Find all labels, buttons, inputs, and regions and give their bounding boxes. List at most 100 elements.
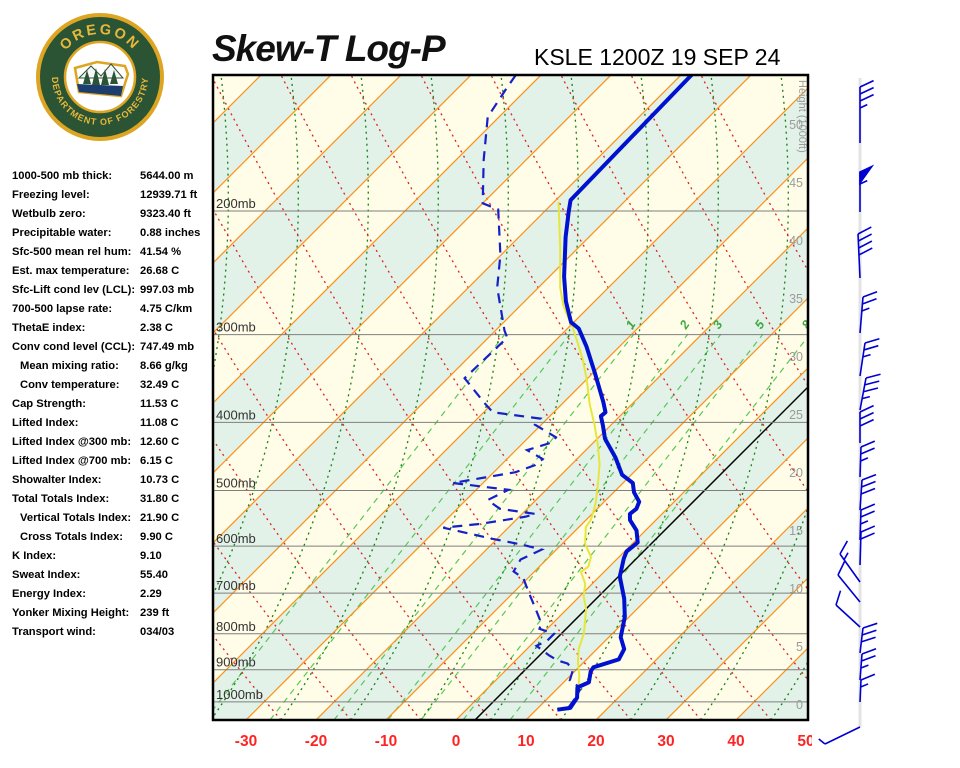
index-value: 034/03 (140, 625, 175, 638)
index-value: 2.38 C (140, 321, 173, 334)
index-value: 4.75 C/km (140, 302, 193, 315)
index-label: Conv cond level (CCL): (12, 340, 136, 353)
index-value: 5644.00 m (140, 169, 194, 182)
wind-barb (859, 440, 876, 478)
svg-text:600mb: 600mb (216, 531, 256, 546)
index-label: Mean mixing ratio: (20, 359, 119, 372)
index-value: 6.15 C (140, 454, 173, 467)
index-label: ThetaE index: (12, 321, 86, 334)
index-label: Cross Totals Index: (20, 530, 123, 543)
svg-text:400mb: 400mb (216, 407, 256, 422)
svg-text:30: 30 (657, 733, 674, 750)
svg-text:20: 20 (587, 733, 604, 750)
svg-text:10: 10 (789, 582, 803, 596)
svg-text:50: 50 (797, 733, 814, 750)
wind-barb (859, 164, 875, 212)
isotherms (214, 76, 807, 719)
wind-barb (859, 525, 876, 566)
logo-state-emblem (73, 60, 130, 98)
svg-text:40: 40 (727, 733, 744, 750)
index-value: 997.03 mb (140, 283, 195, 296)
svg-text:20: 20 (789, 466, 803, 480)
index-label: Precipitable water: (12, 226, 112, 239)
pressure-gridlines (214, 210, 807, 703)
svg-text:800mb: 800mb (216, 619, 256, 634)
svg-text:25: 25 (789, 408, 803, 422)
index-label: Est. max temperature: (12, 264, 130, 277)
page-title: Skew-T Log-P (212, 28, 446, 69)
index-label: Lifted Index @700 mb: (12, 454, 132, 467)
wind-barb (859, 404, 874, 443)
chart-border (211, 73, 810, 722)
svg-text:200mb: 200mb (216, 196, 256, 211)
index-label: K Index: (12, 549, 57, 562)
svg-text:1000mb: 1000mb (216, 687, 263, 702)
index-label: Conv temperature: (20, 378, 120, 391)
svg-text:8: 8 (799, 318, 814, 332)
index-label: 700-500 lapse rate: (12, 302, 113, 315)
index-value: 11.53 C (140, 397, 179, 410)
indices-panel: 1000-500 mb thick: 5644.00 m Freezing leve… (12, 166, 212, 641)
wind-barb (859, 622, 878, 654)
index-label: 1000-500 mb thick: (12, 169, 113, 182)
wind-barb (859, 79, 874, 143)
svg-text:35: 35 (789, 292, 803, 306)
index-label: Transport wind: (12, 625, 96, 638)
svg-text:10: 10 (517, 733, 534, 750)
index-value: 9323.40 ft (140, 207, 191, 220)
svg-text:50: 50 (789, 118, 803, 132)
wind-barb (818, 726, 861, 745)
wind-barb (837, 561, 861, 603)
wind-barb (859, 673, 876, 703)
index-value: 239 ft (140, 606, 170, 619)
svg-text:900mb: 900mb (216, 655, 256, 670)
pressure-labels: 200mb 300mb 400mb 500mb 600mb 700mb 800mb 900mb… (216, 196, 263, 702)
index-value: 12939.71 ft (140, 188, 198, 201)
temperature-trace (557, 76, 694, 712)
index-label: Lifted Index @300 mb: (12, 435, 132, 448)
wind-barb (859, 473, 877, 511)
svg-text:40: 40 (789, 234, 803, 248)
index-value: 31.80 C (140, 492, 180, 505)
wind-barb (859, 373, 881, 411)
wind-barb (835, 590, 861, 628)
svg-text:15: 15 (789, 524, 803, 538)
index-value: 747.49 mb (140, 340, 195, 353)
wind-barb (859, 647, 877, 681)
index-label: Vertical Totals Index: (20, 511, 132, 524)
index-value: 26.68 C (140, 264, 180, 277)
zero-reference-line (474, 386, 807, 719)
index-value: 8.66 g/kg (140, 359, 188, 372)
index-value: 41.54 % (140, 245, 182, 258)
svg-text:45: 45 (789, 176, 803, 190)
index-value: 2.29 (140, 587, 162, 600)
index-label: Showalter Index: (12, 473, 102, 486)
index-value: 9.90 C (140, 530, 173, 543)
index-label: Yonker Mixing Height: (12, 606, 130, 619)
wetbulb-trace (557, 201, 601, 701)
svg-text:-30: -30 (235, 733, 257, 750)
index-label: Energy Index: (12, 587, 86, 600)
index-value: 10.73 C (140, 473, 180, 486)
index-label: Freezing level: (12, 188, 90, 201)
index-label: Wetbulb zero: (12, 207, 86, 220)
index-value: 21.90 C (140, 511, 180, 524)
index-label: Sweat Index: (12, 568, 81, 581)
wind-barb (839, 540, 861, 583)
moist-adiabats (214, 76, 807, 719)
svg-text:-10: -10 (375, 733, 397, 750)
svg-text:300mb: 300mb (216, 320, 256, 335)
wind-barbs (818, 79, 881, 745)
svg-text:500mb: 500mb (216, 475, 256, 490)
wind-barb (859, 291, 878, 334)
index-label: Lifted Index: (12, 416, 79, 429)
index-label: Sfc-Lift cond lev (LCL): (12, 283, 136, 296)
index-value: 9.10 (140, 549, 162, 562)
dry-adiabats (214, 76, 807, 719)
station-id: KSLE 1200Z 19 SEP 24 (534, 44, 781, 70)
svg-text:30: 30 (789, 350, 803, 364)
